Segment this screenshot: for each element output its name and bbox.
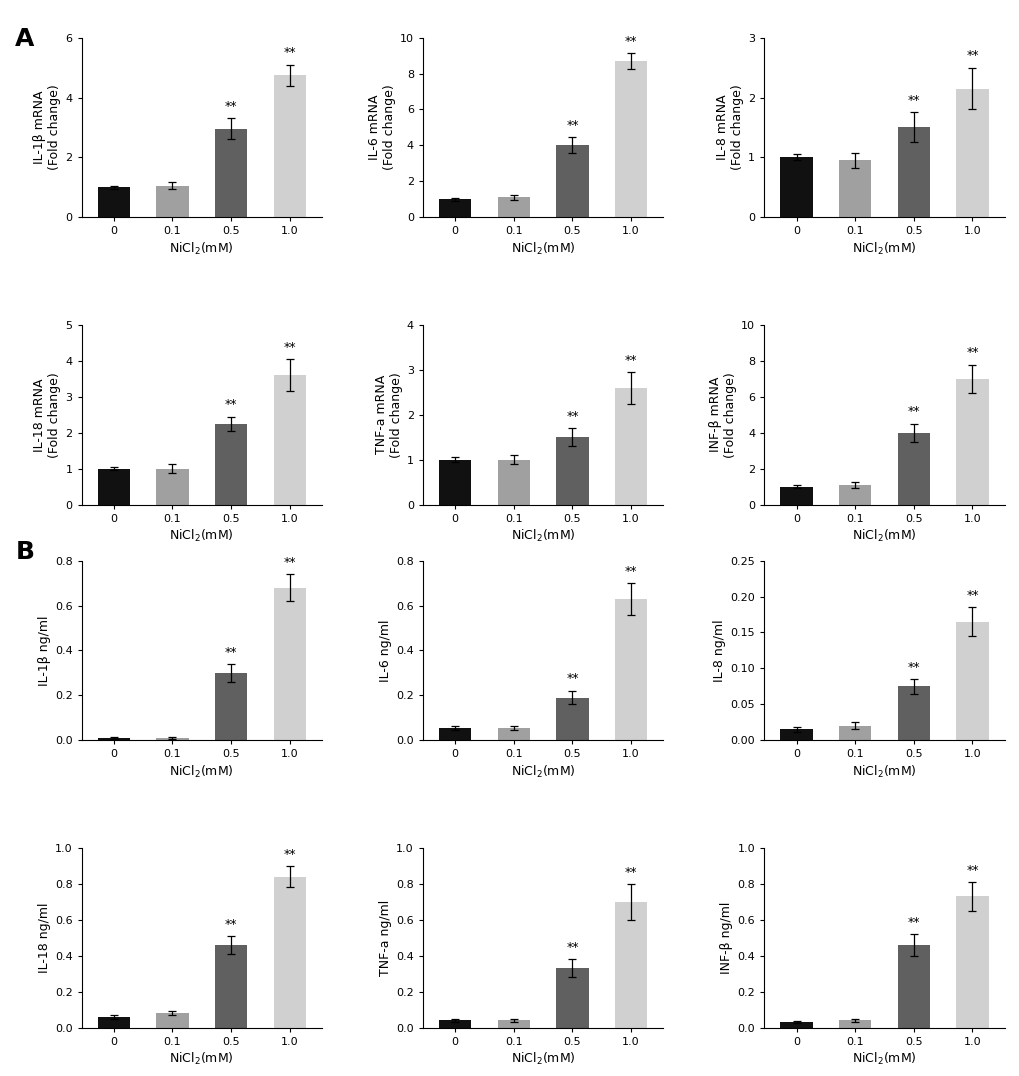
Bar [215, 424, 247, 505]
Y-axis label: IL-1β ng/ml: IL-1β ng/ml [38, 615, 51, 685]
Bar [780, 730, 812, 740]
Bar [497, 198, 530, 217]
Bar [614, 387, 647, 505]
Bar [215, 129, 247, 217]
X-axis label: NiCl$_2$(mM): NiCl$_2$(mM) [169, 1051, 234, 1067]
Text: **: ** [283, 555, 296, 569]
Bar [273, 75, 306, 217]
X-axis label: NiCl$_2$(mM): NiCl$_2$(mM) [511, 764, 575, 779]
Y-axis label: IL-18 mRNA
(Fold change): IL-18 mRNA (Fold change) [34, 372, 61, 457]
Text: **: ** [965, 49, 978, 62]
Text: **: ** [625, 34, 637, 47]
Y-axis label: IL-8 mRNA
(Fold change): IL-8 mRNA (Fold change) [715, 85, 743, 170]
Bar [897, 433, 929, 505]
Bar [780, 1022, 812, 1028]
Text: **: ** [283, 341, 296, 354]
Text: **: ** [566, 410, 578, 423]
Bar [555, 697, 588, 740]
Bar [614, 61, 647, 217]
Bar [780, 157, 812, 217]
Bar [438, 459, 471, 505]
X-axis label: NiCl$_2$(mM): NiCl$_2$(mM) [169, 764, 234, 779]
Bar [614, 599, 647, 740]
Y-axis label: INF-β mRNA
(Fold change): INF-β mRNA (Fold change) [708, 372, 737, 457]
Bar [839, 726, 870, 740]
Text: **: ** [965, 589, 978, 601]
Bar [839, 485, 870, 505]
Bar [156, 469, 189, 505]
Bar [839, 1020, 870, 1028]
Bar [438, 1020, 471, 1028]
Bar [156, 186, 189, 217]
Bar [156, 738, 189, 740]
Y-axis label: IL-18 ng/ml: IL-18 ng/ml [38, 903, 51, 973]
Bar [273, 587, 306, 740]
Bar [839, 160, 870, 217]
Text: **: ** [907, 406, 919, 419]
Text: **: ** [625, 565, 637, 578]
Bar [98, 1017, 129, 1028]
Bar [956, 88, 987, 217]
Bar [956, 896, 987, 1028]
Text: **: ** [907, 916, 919, 929]
Text: **: ** [224, 646, 237, 659]
Text: **: ** [224, 398, 237, 411]
Bar [780, 486, 812, 505]
Y-axis label: TNF-a ng/ml: TNF-a ng/ml [379, 900, 391, 976]
Bar [555, 437, 588, 505]
Bar [438, 199, 471, 217]
Bar [215, 945, 247, 1028]
Y-axis label: IL-8 ng/ml: IL-8 ng/ml [712, 619, 726, 682]
Bar [497, 459, 530, 505]
Text: **: ** [907, 94, 919, 108]
Bar [215, 672, 247, 740]
Bar [956, 379, 987, 505]
X-axis label: NiCl$_2$(mM): NiCl$_2$(mM) [851, 240, 916, 256]
Text: A: A [15, 27, 35, 51]
Bar [156, 1014, 189, 1028]
Bar [555, 145, 588, 217]
X-axis label: NiCl$_2$(mM): NiCl$_2$(mM) [169, 240, 234, 256]
Bar [956, 622, 987, 740]
Bar [98, 469, 129, 505]
Text: **: ** [283, 848, 296, 861]
Y-axis label: IL-6 mRNA
(Fold change): IL-6 mRNA (Fold change) [368, 85, 395, 170]
Bar [98, 738, 129, 740]
X-axis label: NiCl$_2$(mM): NiCl$_2$(mM) [169, 528, 234, 543]
Text: **: ** [625, 354, 637, 367]
Text: **: ** [566, 940, 578, 954]
Bar [897, 127, 929, 217]
Text: **: ** [907, 661, 919, 674]
Text: **: ** [283, 46, 296, 59]
Bar [438, 727, 471, 740]
X-axis label: NiCl$_2$(mM): NiCl$_2$(mM) [511, 528, 575, 543]
Text: **: ** [625, 865, 637, 878]
Bar [497, 727, 530, 740]
Bar [497, 1020, 530, 1028]
Text: **: ** [224, 100, 237, 113]
Bar [614, 902, 647, 1028]
Bar [273, 376, 306, 505]
Y-axis label: INF-β ng/ml: INF-β ng/ml [719, 902, 733, 974]
Text: **: ** [224, 918, 237, 931]
Text: **: ** [965, 346, 978, 359]
Text: B: B [15, 540, 35, 564]
X-axis label: NiCl$_2$(mM): NiCl$_2$(mM) [511, 240, 575, 256]
Text: **: ** [965, 864, 978, 877]
X-axis label: NiCl$_2$(mM): NiCl$_2$(mM) [851, 1051, 916, 1067]
Text: **: ** [566, 119, 578, 132]
X-axis label: NiCl$_2$(mM): NiCl$_2$(mM) [851, 764, 916, 779]
Bar [555, 968, 588, 1028]
Y-axis label: IL-6 ng/ml: IL-6 ng/ml [379, 619, 391, 682]
Y-axis label: TNF-a mRNA
(Fold change): TNF-a mRNA (Fold change) [374, 372, 403, 457]
Text: **: ** [566, 672, 578, 685]
Bar [98, 187, 129, 217]
X-axis label: NiCl$_2$(mM): NiCl$_2$(mM) [851, 528, 916, 543]
Bar [897, 945, 929, 1028]
Bar [273, 877, 306, 1028]
Bar [897, 686, 929, 740]
Y-axis label: IL-1β mRNA
(Fold change): IL-1β mRNA (Fold change) [34, 85, 61, 170]
X-axis label: NiCl$_2$(mM): NiCl$_2$(mM) [511, 1051, 575, 1067]
